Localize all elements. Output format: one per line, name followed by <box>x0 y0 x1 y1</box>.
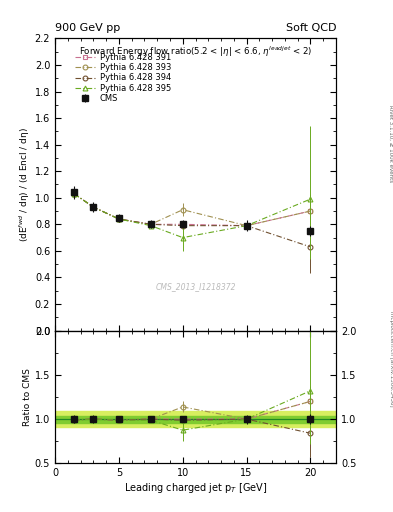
Pythia 6.428 394 <box>72 190 77 197</box>
Pythia 6.428 391 <box>91 204 96 210</box>
Pythia 6.428 393 <box>72 190 77 197</box>
Pythia 6.428 393 <box>244 223 249 229</box>
Pythia 6.428 395 <box>149 223 153 229</box>
Line: Pythia 6.428 393: Pythia 6.428 393 <box>72 191 313 228</box>
Pythia 6.428 394 <box>117 216 121 222</box>
Pythia 6.428 391 <box>72 190 77 197</box>
Pythia 6.428 393 <box>91 204 96 210</box>
Pythia 6.428 391 <box>308 208 313 214</box>
Pythia 6.428 394 <box>149 221 153 227</box>
Pythia 6.428 391 <box>149 221 153 227</box>
Pythia 6.428 391 <box>117 216 121 222</box>
Pythia 6.428 394 <box>244 223 249 229</box>
Pythia 6.428 395 <box>117 216 121 222</box>
Pythia 6.428 391 <box>244 223 249 229</box>
Text: 900 GeV pp: 900 GeV pp <box>55 23 120 33</box>
Text: mcplots.cern.ch [arXiv:1306.3436]: mcplots.cern.ch [arXiv:1306.3436] <box>389 311 393 406</box>
Pythia 6.428 393 <box>308 208 313 214</box>
Line: Pythia 6.428 391: Pythia 6.428 391 <box>72 191 313 228</box>
Y-axis label: (dE$^{fwd}$ / dη) / (d Encl / dη): (dE$^{fwd}$ / dη) / (d Encl / dη) <box>17 127 32 242</box>
Pythia 6.428 393 <box>117 216 121 222</box>
Pythia 6.428 393 <box>149 221 153 227</box>
Pythia 6.428 395 <box>72 190 77 197</box>
Line: Pythia 6.428 395: Pythia 6.428 395 <box>72 191 313 240</box>
X-axis label: Leading charged jet p$_{T}$ [GeV]: Leading charged jet p$_{T}$ [GeV] <box>124 481 267 495</box>
Y-axis label: Ratio to CMS: Ratio to CMS <box>23 368 32 426</box>
Pythia 6.428 394 <box>308 244 313 250</box>
Pythia 6.428 394 <box>180 223 185 229</box>
Pythia 6.428 395 <box>244 223 249 229</box>
Text: Rivet 3.1.10, ≥ 100k events: Rivet 3.1.10, ≥ 100k events <box>389 105 393 182</box>
Pythia 6.428 393 <box>180 207 185 213</box>
Pythia 6.428 394 <box>91 204 96 210</box>
Text: CMS_2013_I1218372: CMS_2013_I1218372 <box>155 282 236 291</box>
Text: Soft QCD: Soft QCD <box>286 23 336 33</box>
Line: Pythia 6.428 394: Pythia 6.428 394 <box>72 191 313 249</box>
Pythia 6.428 395 <box>180 234 185 241</box>
Legend: Pythia 6.428 391, Pythia 6.428 393, Pythia 6.428 394, Pythia 6.428 395, CMS: Pythia 6.428 391, Pythia 6.428 393, Pyth… <box>73 51 173 104</box>
Pythia 6.428 395 <box>91 204 96 210</box>
Pythia 6.428 395 <box>308 196 313 202</box>
Pythia 6.428 391 <box>180 221 185 227</box>
Text: Forward Energy flow ratio(5.2 < |$\eta$| < 6.6, $\eta^{leadjet}$ < 2): Forward Energy flow ratio(5.2 < |$\eta$|… <box>79 44 312 59</box>
